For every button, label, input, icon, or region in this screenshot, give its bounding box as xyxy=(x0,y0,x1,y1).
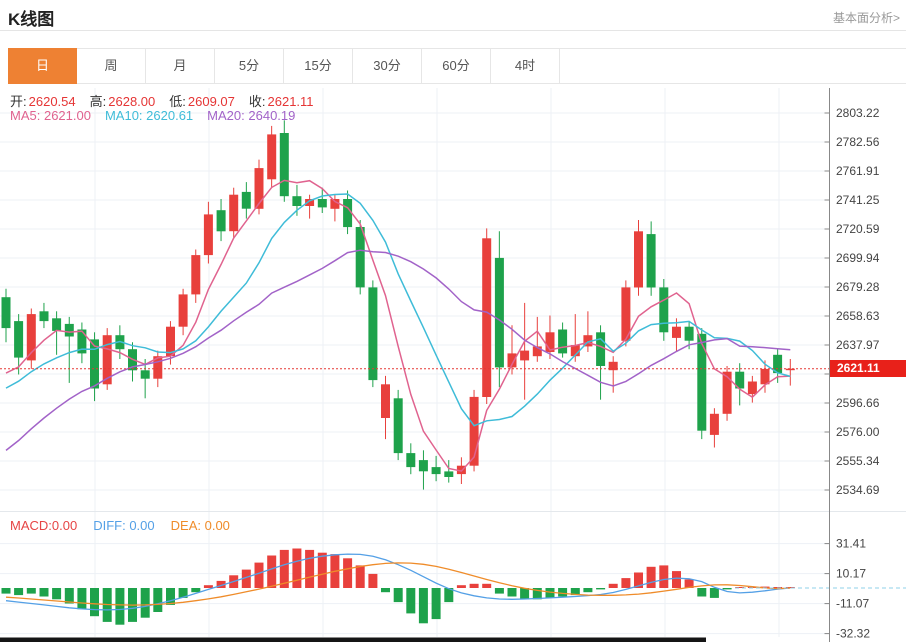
y-axis: 2803.22 2782.56 2761.91 2741.25 2720.59 2699.… xyxy=(824,88,880,642)
low-label: 低: xyxy=(169,94,186,109)
price-tick-label: 2637.97 xyxy=(836,338,880,352)
ma10-line xyxy=(5,193,791,427)
diff-value: DIFF: 0.00 xyxy=(93,518,155,533)
candles-layer xyxy=(1,120,795,490)
tab-15min[interactable]: 15分 xyxy=(284,49,353,83)
current-price-badge: 2621.11 xyxy=(830,360,906,378)
ma10-readout: MA10: 2620.61 xyxy=(104,108,194,123)
ma20-line xyxy=(5,249,791,451)
macd-tick-label: -11.07 xyxy=(836,597,869,611)
price-tick-label: 2761.91 xyxy=(836,164,880,178)
price-tick-label: 2658.63 xyxy=(836,309,880,323)
ma-readout: MA5: 2621.00 MA10: 2620.61 MA20: 2640.19 xyxy=(10,108,295,123)
macd-tick-label: 10.17 xyxy=(836,567,866,581)
dea-value: DEA: 0.00 xyxy=(170,518,230,533)
open-value: 2620.54 xyxy=(28,94,76,109)
close-value: 2621.11 xyxy=(267,94,314,109)
macd-tick-label: 31.41 xyxy=(836,537,866,551)
price-tick-label: 2782.56 xyxy=(836,135,880,149)
tab-5min[interactable]: 5分 xyxy=(215,49,284,83)
tab-day[interactable]: 日 xyxy=(8,48,77,84)
high-label: 高: xyxy=(89,94,107,109)
close-label: 收: xyxy=(248,94,266,109)
tab-month[interactable]: 月 xyxy=(146,49,215,83)
price-tick-label: 2720.59 xyxy=(836,222,880,236)
macd-value: MACD:0.00 xyxy=(10,518,78,533)
interval-tabbar: 日 周 月 5分 15分 30分 60分 4时 xyxy=(8,48,906,84)
macd-histogram-layer xyxy=(1,548,795,625)
macd-tick-label: -32.32 xyxy=(836,627,870,641)
open-label: 开: xyxy=(10,94,27,109)
ma5-readout: MA5: 2621.00 xyxy=(10,108,91,123)
ma20-readout: MA20: 2640.19 xyxy=(207,108,296,123)
ohlc-readout: 开: 2620.54 高: 2628.00 低: 2609.07 收: 2621.11 xyxy=(10,91,328,110)
price-tick-label: 2803.22 xyxy=(836,106,880,120)
dea-line xyxy=(5,562,791,606)
fundamental-analysis-link[interactable]: 基本面分析> xyxy=(832,11,900,25)
tab-30min[interactable]: 30分 xyxy=(353,49,422,83)
price-tick-label: 2596.66 xyxy=(836,396,880,410)
tab-4hour[interactable]: 4时 xyxy=(491,49,560,83)
high-value: 2628.00 xyxy=(108,94,156,109)
price-tick-label: 2699.94 xyxy=(836,251,880,265)
ma5-line xyxy=(5,179,791,472)
tab-week[interactable]: 周 xyxy=(77,49,146,83)
price-tick-label: 2534.69 xyxy=(836,483,880,497)
price-tick-label: 2555.34 xyxy=(836,454,880,468)
chart-scrollbar[interactable] xyxy=(0,637,706,643)
price-tick-label: 2679.28 xyxy=(836,280,880,294)
page-title: K线图 xyxy=(8,10,55,29)
low-value: 2609.07 xyxy=(187,94,235,109)
price-tick-label: 2576.00 xyxy=(836,425,880,439)
price-tick-label: 2741.25 xyxy=(836,193,880,207)
macd-readout: MACD:0.00 DIFF: 0.00 DEA: 0.00 xyxy=(10,518,230,533)
ma-lines-layer xyxy=(5,179,791,472)
header-divider xyxy=(0,30,906,31)
diff-line xyxy=(5,553,791,611)
tab-60min[interactable]: 60分 xyxy=(422,49,491,83)
macd-lines-layer xyxy=(5,553,791,611)
